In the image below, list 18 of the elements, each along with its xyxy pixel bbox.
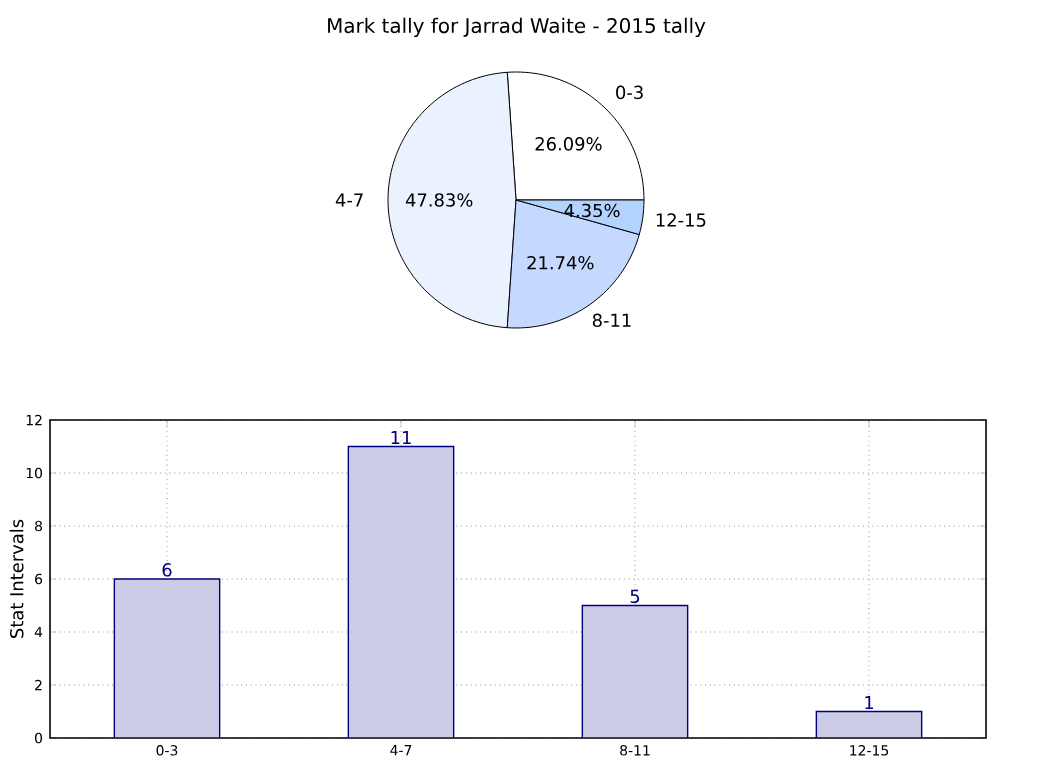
slice-label: 4-7	[335, 193, 363, 207]
bar	[347, 445, 455, 738]
bar	[815, 710, 923, 738]
data-label: 21.74%	[527, 255, 594, 270]
data-label: 5	[630, 589, 640, 604]
data-label: 11	[391, 431, 411, 445]
slice-label: 0-3	[616, 85, 643, 100]
data-label: 26.09%	[535, 137, 602, 151]
chart-title: Mark tally for Jarrad Waite - 2015 tally	[328, 17, 706, 38]
data-label: 4.35%	[564, 203, 620, 218]
slice-label: 8-11	[592, 313, 631, 328]
data-label: 47.83%	[405, 193, 473, 207]
data-label: 1	[865, 696, 874, 710]
y-axis-title: Stat Intervals	[9, 519, 24, 638]
bar	[581, 604, 689, 738]
data-label: 6	[162, 563, 172, 577]
bar	[113, 578, 221, 738]
slice-label: 12-15	[656, 213, 706, 227]
